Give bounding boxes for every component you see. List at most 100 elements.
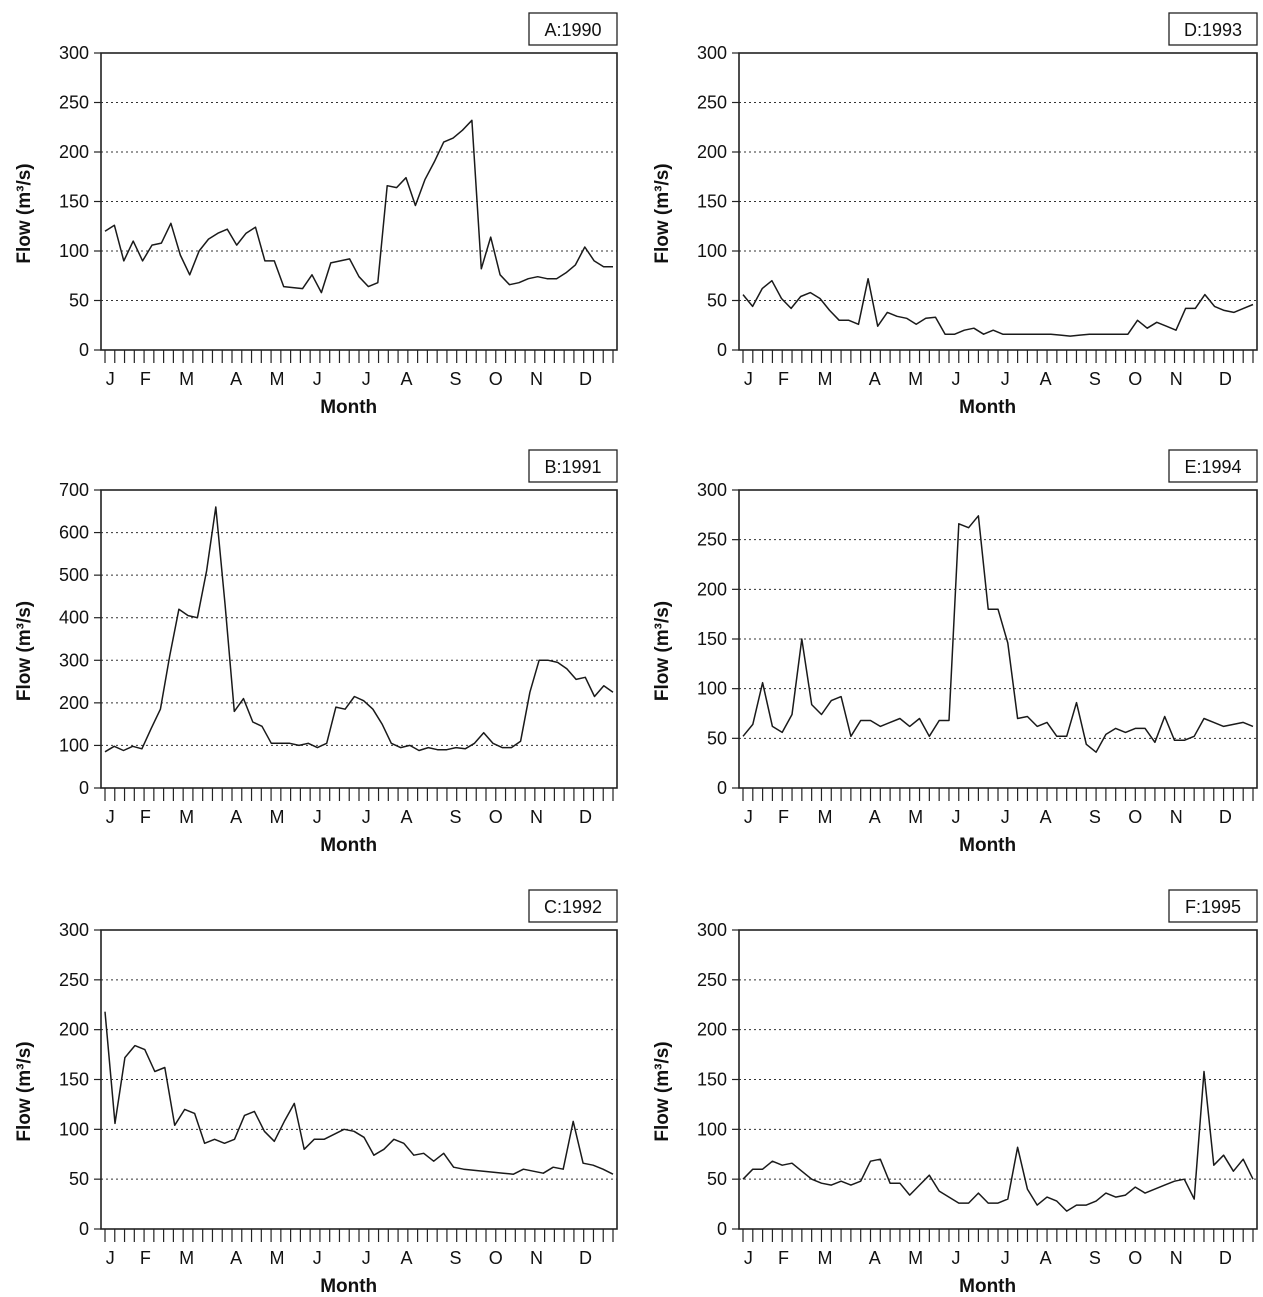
- x-tick-label: M: [908, 1248, 923, 1268]
- x-tick-label: J: [362, 369, 371, 389]
- x-tick-label: M: [179, 1248, 194, 1268]
- x-tick-label: A: [400, 369, 412, 389]
- y-tick-label: 0: [717, 340, 727, 360]
- x-tick-label: A: [1040, 807, 1052, 827]
- y-tick-label: 0: [79, 340, 89, 360]
- x-tick-label: N: [530, 369, 543, 389]
- y-tick-label: 150: [697, 1070, 727, 1090]
- x-tick-label: A: [869, 369, 881, 389]
- y-tick-label: 50: [707, 728, 727, 748]
- y-tick-label: 100: [59, 1119, 89, 1139]
- x-axis-title: Month: [959, 397, 1016, 418]
- chart-panel-5: 0 50 100 150 200 250 300 J F M A M J J A S O N D Month Flow …: [652, 449, 1258, 856]
- y-axis-title: Flow (m³/s): [14, 163, 35, 263]
- x-tick-label: F: [778, 369, 789, 389]
- x-tick-label: M: [269, 369, 284, 389]
- panel-label: A:1990: [544, 20, 601, 40]
- y-tick-label: 200: [697, 142, 727, 162]
- y-tick-label: 200: [59, 693, 89, 713]
- y-tick-label: 300: [697, 43, 727, 63]
- x-tick-label: O: [1128, 1248, 1142, 1268]
- x-tick-label: J: [313, 807, 322, 827]
- y-tick-label: 100: [697, 679, 727, 699]
- x-tick-label: O: [489, 807, 503, 827]
- x-tick-label: S: [449, 1248, 461, 1268]
- y-tick-label: 0: [79, 1219, 89, 1239]
- x-tick-label: J: [1001, 807, 1010, 827]
- y-tick-label: 200: [697, 1020, 727, 1040]
- flow-series-line: [104, 506, 614, 753]
- x-tick-label: O: [1128, 807, 1142, 827]
- x-tick-label: J: [952, 807, 961, 827]
- panel-label-box: [528, 12, 618, 46]
- y-tick-label: 150: [59, 1070, 89, 1090]
- y-tick-label: 150: [59, 192, 89, 212]
- x-tick-label: N: [1170, 369, 1183, 389]
- y-tick-label: 200: [697, 579, 727, 599]
- x-tick-label: J: [362, 1248, 371, 1268]
- x-tick-label: J: [362, 807, 371, 827]
- x-tick-label: A: [400, 1248, 412, 1268]
- x-tick-label: D: [579, 807, 592, 827]
- flow-series-line: [104, 119, 613, 294]
- x-tick-label: F: [778, 807, 789, 827]
- y-tick-label: 100: [697, 241, 727, 261]
- y-tick-label: 200: [59, 142, 89, 162]
- panel-label: E:1994: [1184, 457, 1241, 477]
- y-tick-label: 150: [697, 192, 727, 212]
- x-tick-label: F: [140, 1248, 151, 1268]
- x-tick-label: A: [1040, 369, 1052, 389]
- x-tick-label: O: [489, 369, 503, 389]
- y-tick-label: 250: [697, 530, 727, 550]
- y-tick-label: 300: [59, 920, 89, 940]
- y-tick-label: 100: [59, 735, 89, 755]
- y-tick-label: 250: [59, 93, 89, 113]
- chart-panel-3: 0 50 100 150 200 250 300 J F M A M J J A S O N D Month Flow …: [14, 889, 618, 1297]
- x-tick-label: J: [744, 807, 753, 827]
- y-tick-label: 200: [59, 1020, 89, 1040]
- flow-series-line: [742, 515, 1254, 753]
- y-tick-label: 0: [79, 778, 89, 798]
- x-tick-label: M: [269, 1248, 284, 1268]
- x-tick-label: A: [230, 807, 242, 827]
- x-tick-label: D: [1219, 369, 1232, 389]
- x-axis-title: Month: [959, 835, 1016, 856]
- plot-frame: [100, 489, 618, 789]
- x-tick-label: D: [1219, 807, 1232, 827]
- y-tick-label: 150: [697, 629, 727, 649]
- x-tick-label: F: [140, 369, 151, 389]
- y-tick-label: 300: [59, 650, 89, 670]
- chart-panel-4: 0 50 100 150 200 250 300 J F M A M J J A S O N D Month Flow …: [652, 12, 1258, 418]
- x-tick-label: M: [817, 807, 832, 827]
- x-tick-label: N: [530, 1248, 543, 1268]
- y-axis-title: Flow (m³/s): [14, 601, 35, 701]
- x-tick-label: A: [869, 1248, 881, 1268]
- panel-label-box: [528, 889, 618, 923]
- x-tick-label: S: [1089, 1248, 1101, 1268]
- x-tick-label: M: [817, 369, 832, 389]
- y-tick-label: 250: [697, 93, 727, 113]
- y-tick-label: 50: [707, 1169, 727, 1189]
- plot-frame: [100, 52, 618, 351]
- flow-series-line: [742, 277, 1254, 337]
- x-tick-label: N: [1170, 1248, 1183, 1268]
- flow-series-line: [104, 1011, 614, 1175]
- y-axis-title: Flow (m³/s): [652, 601, 673, 701]
- x-tick-label: S: [449, 807, 461, 827]
- x-axis-title: Month: [320, 1276, 377, 1297]
- panel-label: C:1992: [544, 897, 602, 917]
- y-tick-label: 0: [717, 778, 727, 798]
- y-tick-label: 0: [717, 1219, 727, 1239]
- y-tick-label: 300: [697, 480, 727, 500]
- x-tick-label: D: [579, 1248, 592, 1268]
- x-tick-label: J: [313, 1248, 322, 1268]
- panel-label-box: [1168, 449, 1258, 483]
- x-tick-label: A: [1040, 1248, 1052, 1268]
- y-tick-label: 700: [59, 480, 89, 500]
- y-tick-label: 50: [69, 1169, 89, 1189]
- x-tick-label: D: [579, 369, 592, 389]
- panel-label-box: [1168, 12, 1258, 46]
- x-tick-label: J: [106, 369, 115, 389]
- y-tick-label: 300: [59, 43, 89, 63]
